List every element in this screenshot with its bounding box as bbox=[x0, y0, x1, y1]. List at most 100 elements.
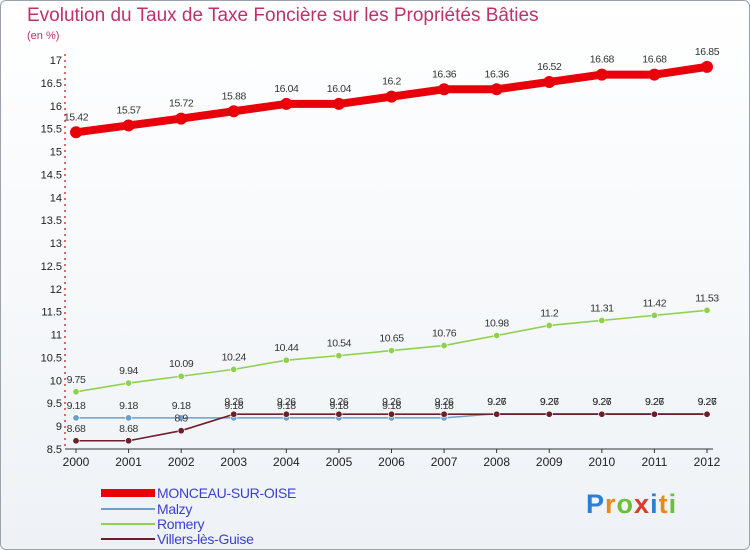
y-tick-label: 11 bbox=[51, 330, 62, 342]
data-label: 9.26 bbox=[645, 396, 664, 408]
data-label: 16.85 bbox=[695, 46, 720, 58]
legend-swatch-romery bbox=[101, 523, 155, 525]
legend-item-villers: Villers-lès-Guise bbox=[101, 531, 254, 547]
data-label: 10.98 bbox=[485, 318, 510, 330]
legend-item-malzy: Malzy bbox=[101, 501, 192, 517]
data-label: 16.04 bbox=[327, 83, 352, 95]
y-tick-label: 17 bbox=[50, 55, 62, 67]
data-point bbox=[335, 352, 343, 360]
data-label: 9.27 bbox=[698, 396, 717, 408]
data-label: 9.26 bbox=[224, 396, 243, 408]
data-point bbox=[125, 414, 133, 422]
legend-swatch-malzy bbox=[101, 508, 155, 510]
y-tick-label: 16.5 bbox=[41, 78, 62, 90]
data-point bbox=[440, 342, 448, 350]
data-point bbox=[175, 112, 188, 125]
data-label: 15.57 bbox=[116, 104, 141, 116]
data-point bbox=[177, 427, 185, 435]
y-tick-label: 11.5 bbox=[41, 307, 62, 319]
data-label: 9.94 bbox=[119, 365, 138, 377]
x-tick-label: 2010 bbox=[588, 455, 615, 469]
data-label: 9.18 bbox=[224, 400, 243, 412]
y-tick-label: 12.5 bbox=[41, 261, 62, 273]
data-label: 10.24 bbox=[222, 351, 247, 363]
legend-label-monceau: MONCEAU-SUR-OISE bbox=[157, 485, 297, 501]
legend-swatch-monceau bbox=[101, 489, 155, 497]
logo-letter: i bbox=[668, 489, 678, 519]
data-label: 9.27 bbox=[487, 396, 506, 408]
data-point bbox=[125, 437, 133, 445]
data-point bbox=[282, 356, 290, 364]
data-label: 9.18 bbox=[435, 400, 454, 412]
x-tick-label: 2011 bbox=[642, 455, 668, 469]
data-label: 9.26 bbox=[382, 396, 401, 408]
x-tick-label: 2012 bbox=[694, 455, 721, 469]
legend-item-monceau: MONCEAU-SUR-OISE bbox=[101, 485, 296, 501]
data-point bbox=[493, 332, 501, 340]
data-label: 8.68 bbox=[67, 423, 86, 435]
proxiti-logo: Proxiti bbox=[586, 489, 677, 520]
data-point bbox=[72, 414, 80, 422]
legend-label-romery: Romery bbox=[157, 516, 205, 532]
data-point bbox=[598, 316, 606, 324]
data-point bbox=[650, 410, 658, 418]
data-label: 10.65 bbox=[379, 333, 404, 345]
x-tick-label: 2006 bbox=[378, 455, 405, 469]
data-label: 15.72 bbox=[169, 98, 194, 110]
data-point bbox=[490, 83, 503, 96]
data-point bbox=[598, 410, 606, 418]
data-point bbox=[703, 410, 711, 418]
y-tick-label: 13.5 bbox=[41, 215, 62, 227]
data-point bbox=[387, 410, 395, 418]
data-label: 10.09 bbox=[169, 358, 194, 370]
data-point bbox=[701, 60, 713, 73]
data-point bbox=[280, 97, 293, 110]
data-label: 16.68 bbox=[590, 54, 615, 66]
y-tick-label: 10.5 bbox=[41, 352, 62, 364]
chart-subtitle: (en %) bbox=[27, 30, 60, 42]
data-label: 9.18 bbox=[119, 400, 138, 412]
y-tick-label: 14 bbox=[50, 192, 62, 204]
legend-swatch-villers bbox=[101, 538, 155, 540]
data-point bbox=[72, 388, 80, 396]
chart-title: Evolution du Taux de Taxe Foncière sur l… bbox=[27, 5, 539, 26]
data-point bbox=[72, 437, 80, 445]
data-label: 8.68 bbox=[119, 423, 138, 435]
y-tick-label: 13 bbox=[50, 238, 62, 250]
data-point bbox=[230, 365, 238, 373]
logo-letter: t bbox=[658, 489, 669, 519]
data-label: 9.26 bbox=[277, 396, 296, 408]
data-label: 9.18 bbox=[382, 400, 401, 412]
logo-letter: x bbox=[634, 489, 651, 519]
data-point bbox=[70, 126, 82, 139]
y-tick-label: 10 bbox=[50, 375, 62, 387]
data-label: 11.31 bbox=[590, 302, 614, 314]
data-point bbox=[595, 68, 608, 81]
data-label: 9.18 bbox=[67, 400, 86, 412]
legend-item-romery: Romery bbox=[101, 516, 205, 532]
data-label: 11.2 bbox=[540, 307, 559, 319]
data-point bbox=[335, 410, 343, 418]
data-label: 11.42 bbox=[643, 297, 667, 309]
x-tick-label: 2004 bbox=[273, 455, 300, 469]
data-point bbox=[282, 410, 290, 418]
data-point bbox=[230, 410, 238, 418]
data-label: 9.26 bbox=[435, 396, 454, 408]
data-label: 16.04 bbox=[274, 83, 299, 95]
y-tick-label: 15.5 bbox=[41, 124, 62, 136]
data-label: 9.18 bbox=[277, 400, 296, 412]
data-point bbox=[177, 372, 185, 380]
data-point bbox=[545, 321, 553, 329]
data-point bbox=[543, 75, 556, 88]
data-label: 9.18 bbox=[329, 400, 348, 412]
data-label: 16.36 bbox=[485, 68, 510, 80]
data-point bbox=[122, 119, 135, 132]
data-point bbox=[703, 306, 711, 314]
x-tick-label: 2000 bbox=[63, 455, 90, 469]
data-label: 8.9 bbox=[174, 413, 188, 425]
data-label: 9.18 bbox=[172, 400, 191, 412]
data-label: 15.42 bbox=[64, 111, 89, 123]
data-label: 9.26 bbox=[540, 396, 559, 408]
